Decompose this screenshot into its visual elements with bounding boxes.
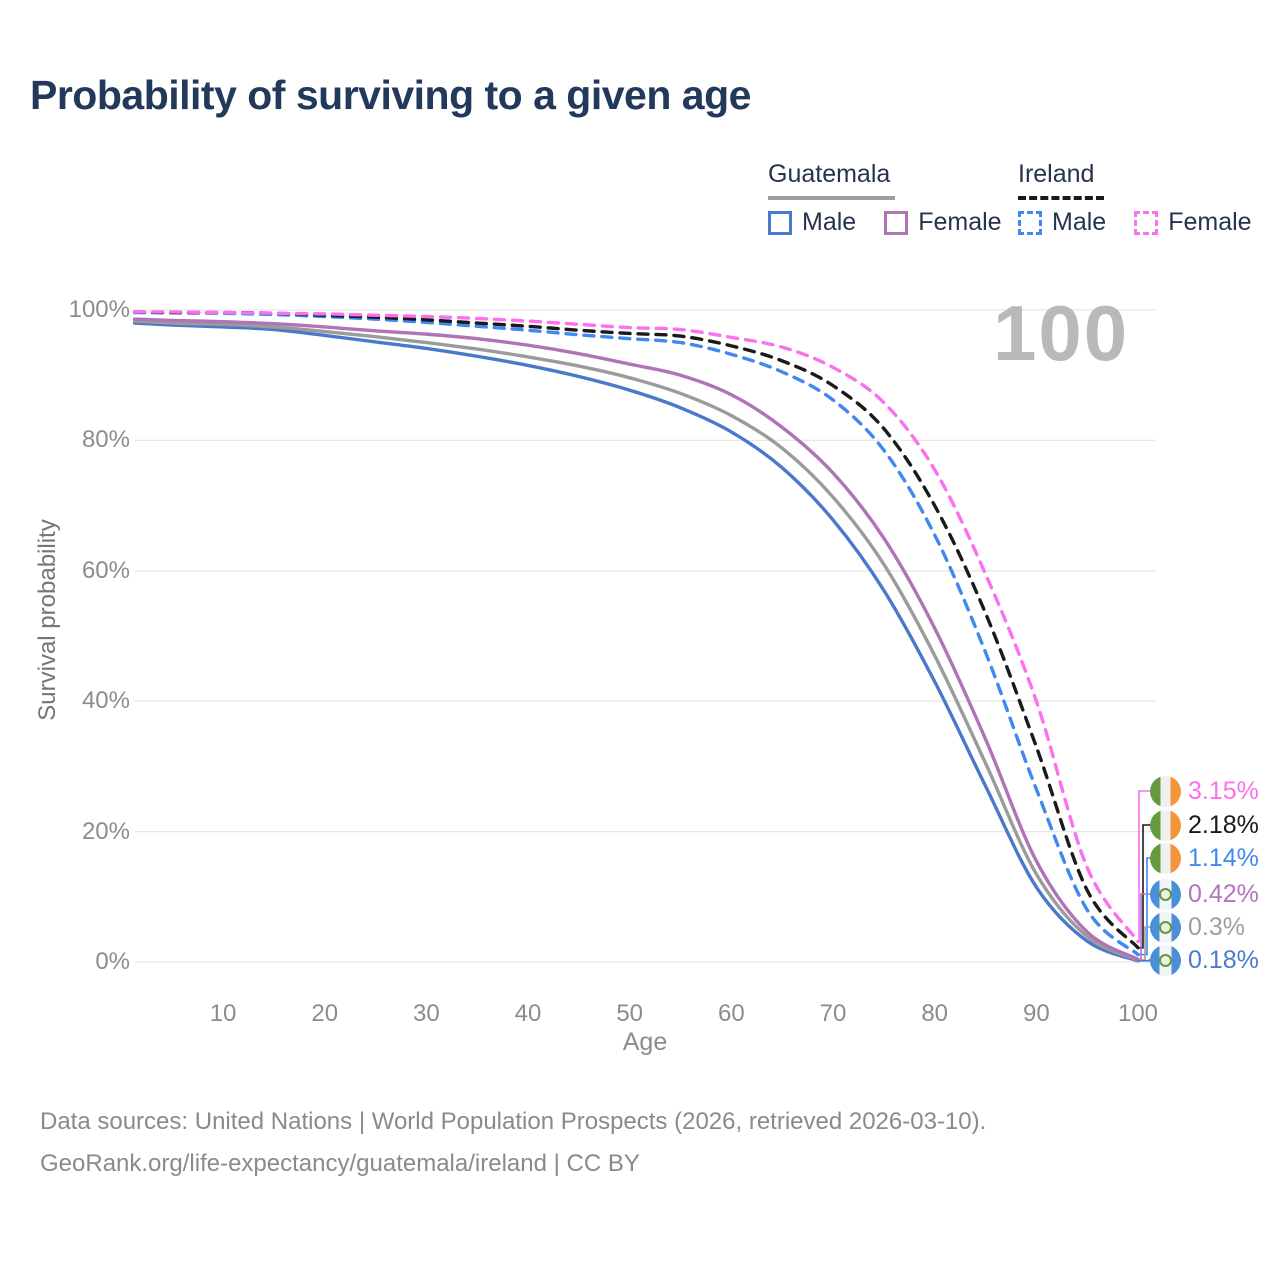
end-label-value: 3.15% <box>1188 776 1259 805</box>
legend-item-ireland-male[interactable]: Male <box>1052 208 1107 236</box>
x-tick-label: 100 <box>1117 1000 1159 1027</box>
data-sources-text: Data sources: United Nations | World Pop… <box>40 1108 987 1135</box>
x-tick-label: 30 <box>413 1000 440 1027</box>
curve-ireland-male[interactable] <box>132 310 1140 957</box>
legend-group-guatemala: Guatemala Male Female <box>768 160 1020 237</box>
y-tick-label: 0% <box>95 948 130 975</box>
guatemala-male-swatch-icon[interactable] <box>768 210 792 235</box>
end-label-value: 1.14% <box>1188 843 1259 872</box>
end-label-value: 2.18% <box>1188 810 1259 839</box>
x-tick-label: 70 <box>819 1000 847 1027</box>
legend-country-label: Ireland <box>1018 160 1095 188</box>
end-label-row: 0.42% <box>1150 878 1259 910</box>
legend-group-ireland: Ireland Male Female <box>1018 160 1270 237</box>
y-tick-label: 100% <box>68 296 130 323</box>
guatemala-solid-line-icon <box>768 196 895 200</box>
x-tick-label: 40 <box>514 1000 542 1027</box>
x-tick-label: 80 <box>921 1000 949 1027</box>
end-label-row: 3.15% <box>1150 775 1259 807</box>
ireland-dashed-line-icon <box>1018 196 1104 200</box>
curve-ireland-both[interactable] <box>132 310 1140 950</box>
ireland-flag-icon <box>1150 809 1181 841</box>
end-label-value: 0.42% <box>1188 879 1259 908</box>
x-tick-label: 20 <box>311 1000 339 1027</box>
curve-guatemala-male[interactable] <box>132 321 1140 963</box>
legend-item-guatemala-female[interactable]: Female <box>918 208 1002 236</box>
ireland-flag-icon <box>1150 842 1181 874</box>
attribution-link-text: GeoRank.org/life-expectancy/guatemala/ir… <box>40 1150 640 1177</box>
x-tick-label: 10 <box>209 1000 237 1027</box>
ireland-female-swatch-icon[interactable] <box>1134 210 1159 235</box>
x-tick-label: 60 <box>718 1000 745 1027</box>
age-watermark: 100 <box>993 289 1130 377</box>
x-axis-title: Age <box>622 1028 668 1056</box>
y-tick-label: 60% <box>81 556 130 584</box>
guatemala-flag-icon <box>1150 911 1181 943</box>
ireland-flag-icon <box>1150 775 1181 807</box>
guatemala-female-swatch-icon[interactable] <box>884 210 909 235</box>
end-label-row: 2.18% <box>1150 809 1259 841</box>
leader-line <box>1138 857 1151 956</box>
end-label-row: 0.3% <box>1150 911 1245 943</box>
x-tick-label: 50 <box>616 1000 644 1027</box>
x-tick-label: 90 <box>1022 1000 1050 1027</box>
curve-guatemala-both[interactable] <box>132 319 1140 962</box>
y-tick-label: 40% <box>81 687 130 715</box>
curve-guatemala-female[interactable] <box>132 317 1140 961</box>
leader-line <box>1138 790 1151 943</box>
page-title: Probability of surviving to a given age <box>30 72 751 118</box>
curve-ireland-female[interactable] <box>132 310 1140 944</box>
legend-item-guatemala-male[interactable]: Male <box>802 208 857 236</box>
y-tick-label: 20% <box>81 817 130 845</box>
y-tick-label: 80% <box>81 426 130 454</box>
guatemala-flag-icon <box>1150 878 1181 910</box>
legend-item-ireland-female[interactable]: Female <box>1168 208 1252 236</box>
end-label-value: 0.3% <box>1188 912 1245 941</box>
end-label-row: 0.18% <box>1150 944 1259 976</box>
guatemala-flag-icon <box>1150 944 1181 976</box>
legend-country-label: Guatemala <box>768 160 891 188</box>
end-label-row: 1.14% <box>1150 842 1259 874</box>
end-label-value: 0.18% <box>1188 945 1259 974</box>
ireland-male-swatch-icon[interactable] <box>1018 210 1042 235</box>
